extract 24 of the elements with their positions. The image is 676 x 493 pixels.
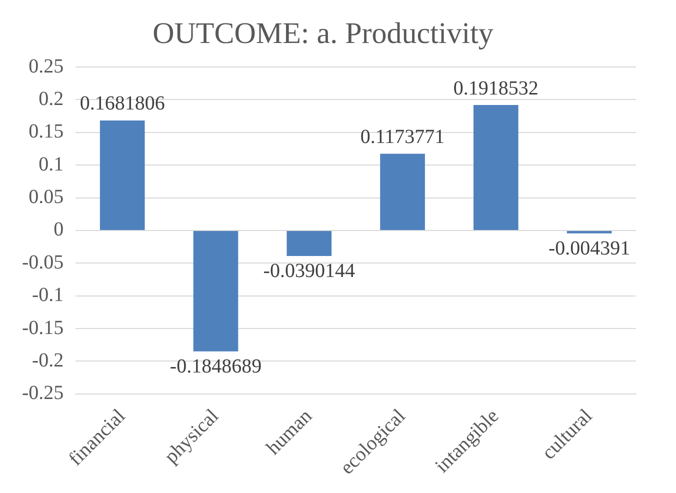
data-label: 0.1681806 [80, 92, 165, 115]
bar [100, 120, 145, 230]
data-label: -0.1848689 [170, 356, 262, 378]
data-label: 0.1173771 [360, 126, 445, 148]
y-tick-label: 0.2 [38, 88, 64, 110]
bar [286, 230, 332, 256]
y-tick-label: 0.15 [28, 120, 64, 143]
y-tick-label: -0.1 [32, 284, 64, 306]
data-label: -0.0390144 [263, 260, 355, 282]
bar [474, 105, 518, 230]
bar [380, 154, 425, 230]
y-tick-label: -0.05 [22, 251, 64, 274]
data-label: -0.004391 [548, 238, 630, 260]
y-tick-label: -0.25 [22, 382, 64, 404]
y-tick-label: 0.25 [28, 55, 64, 78]
chart-title: OUTCOME: a. Productivity [152, 16, 494, 50]
data-label: 0.1918532 [453, 77, 538, 100]
bar [566, 230, 612, 234]
y-tick-label: 0.05 [28, 186, 64, 208]
y-tick-label: -0.15 [22, 316, 64, 339]
y-tick-label: -0.2 [32, 349, 64, 372]
y-tick-label: 0 [54, 218, 64, 241]
bar [193, 230, 238, 352]
y-tick-label: 0.1 [38, 153, 64, 176]
